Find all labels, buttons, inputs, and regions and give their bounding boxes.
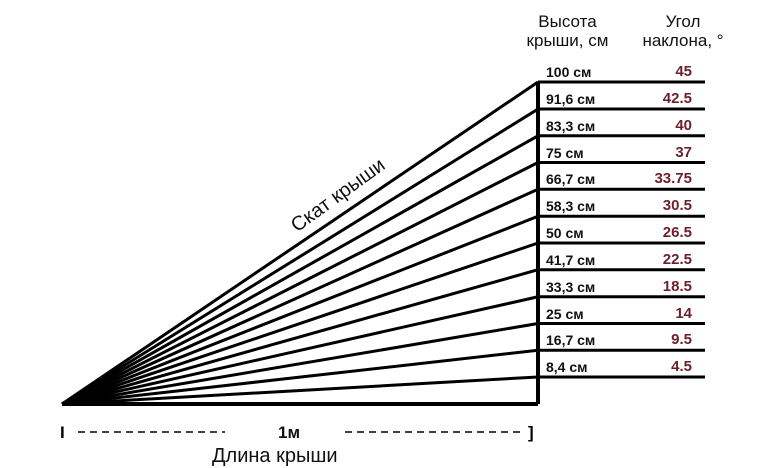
- row-angle-value: 40: [675, 116, 692, 134]
- height-header-line1: Высота: [538, 12, 597, 31]
- height-column-header: Высота крыши, см: [515, 12, 620, 50]
- row-height-label: 16,7 см: [546, 332, 596, 349]
- row-height-label: 50 см: [546, 225, 584, 241]
- slope-line: [61, 214, 539, 406]
- slope-line: [61, 107, 539, 406]
- slope-line: [61, 348, 539, 406]
- row-angle-value: 33.75: [654, 170, 692, 188]
- slope-line: [61, 268, 539, 406]
- row-angle-value: 9.5: [671, 331, 692, 349]
- slope-line: [61, 322, 539, 406]
- row-height-label: 91,6 см: [546, 91, 596, 108]
- row-height-label: 83,3 см: [546, 117, 596, 134]
- row-height-label: 33,3 см: [546, 278, 596, 295]
- slope-line: [61, 295, 539, 406]
- row-angle-value: 18.5: [662, 277, 692, 295]
- row-angle-value: 26.5: [662, 224, 692, 241]
- row-angle-value: 42.5: [662, 90, 692, 108]
- angle-header-line2: наклона, °: [642, 31, 724, 50]
- dimension-label: 1м: [278, 423, 301, 442]
- row-angle-value: 4.5: [671, 357, 692, 375]
- row-angle-value: 14: [675, 304, 692, 322]
- length-label: Длина крыши: [212, 445, 338, 467]
- row-height-label: 66,7 см: [546, 171, 596, 188]
- row-height-label: 41,7 см: [546, 251, 596, 268]
- dimension-right-mark: ]: [528, 423, 534, 442]
- row-angle-value: 22.5: [662, 250, 692, 268]
- row-angle-value: 30.5: [662, 197, 692, 215]
- slope-line: [61, 134, 539, 406]
- row-height-label: 58,3 см: [546, 198, 596, 215]
- slope-line: [61, 241, 539, 406]
- angle-column-header: Угол наклона, °: [628, 12, 738, 50]
- slope-line: [61, 80, 539, 406]
- height-header-line2: крыши, см: [526, 31, 609, 50]
- angle-header-line1: Угол: [665, 12, 701, 31]
- row-angle-value: 45: [675, 63, 692, 80]
- row-height-label: 25 см: [546, 305, 584, 322]
- slope-line: [61, 187, 539, 406]
- slope-lines: [61, 80, 539, 406]
- row-height-label: 8,4 см: [546, 358, 588, 375]
- row-height-label: 100 см: [546, 64, 592, 80]
- row-height-label: 75 см: [546, 144, 584, 161]
- row-angle-value: 37: [675, 143, 692, 161]
- dimension-left-mark: I: [60, 423, 65, 442]
- row-underlines: [538, 80, 705, 379]
- slope-line: [61, 161, 539, 406]
- slope-line: [61, 375, 539, 406]
